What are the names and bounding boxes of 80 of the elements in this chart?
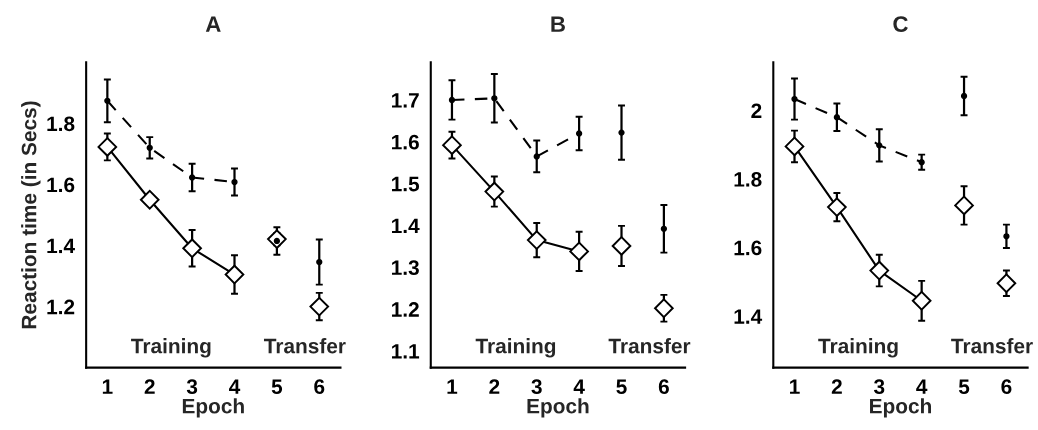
point <box>569 241 589 262</box>
x-tick-label: 4 <box>573 379 585 394</box>
annotation: Training <box>131 338 211 358</box>
x-tick-label: 6 <box>1001 379 1012 395</box>
point <box>316 258 323 266</box>
x-tick-label: 5 <box>271 379 283 395</box>
chart-title: B <box>551 16 565 32</box>
y-tick-label: 1.7 <box>392 93 419 108</box>
x-tick-label: 4 <box>229 379 241 394</box>
y-tick-label: 1.4 <box>734 309 763 324</box>
y-tick-label: 1.6 <box>734 240 762 256</box>
point <box>833 114 841 121</box>
x-tick-label: 6 <box>658 379 669 395</box>
y-tick-label: 1.4 <box>392 218 420 233</box>
point <box>1003 233 1010 240</box>
y-tick-label: 1.2 <box>47 299 75 315</box>
point <box>484 181 505 202</box>
point <box>309 296 330 317</box>
x-tick-label: 4 <box>916 379 928 394</box>
x-tick-label: 5 <box>958 379 970 395</box>
point <box>660 225 668 232</box>
x-tick-label: 2 <box>489 379 500 394</box>
point <box>442 135 462 155</box>
point <box>224 264 245 285</box>
point <box>869 260 890 281</box>
x-tick-label: 3 <box>873 379 885 395</box>
y-tick-label: 1.5 <box>392 176 420 192</box>
x-axis-title: Epoch <box>870 398 932 418</box>
x-axis-title: Epoch <box>527 398 589 418</box>
x-tick-label: 6 <box>314 379 325 395</box>
y-tick-label: 1.1 <box>392 344 420 359</box>
point <box>876 142 883 149</box>
point <box>954 195 974 216</box>
x-tick-label: 1 <box>447 379 458 394</box>
point <box>182 238 202 259</box>
y-tick-label: 1.6 <box>392 134 419 150</box>
x-axis-title: Epoch <box>182 398 244 418</box>
point <box>911 290 932 311</box>
point <box>918 159 925 166</box>
x-tick-label: 3 <box>186 379 198 395</box>
point <box>188 174 196 181</box>
annotation: Training <box>475 338 556 358</box>
x-tick-label: 5 <box>616 379 627 395</box>
point <box>491 95 498 102</box>
y-tick-label: 1.4 <box>47 238 75 254</box>
y-tick-label: 1.3 <box>392 260 419 276</box>
point <box>827 197 847 217</box>
point <box>526 230 547 250</box>
y-tick-label: 1.8 <box>47 116 75 132</box>
annotation: Transfer <box>263 338 346 354</box>
point <box>996 273 1017 294</box>
point <box>654 298 674 319</box>
point <box>575 130 583 137</box>
point <box>611 236 632 256</box>
chart-title: C <box>893 16 908 33</box>
annotation: Transfer <box>951 338 1033 354</box>
x-tick-label: 2 <box>144 379 155 394</box>
y-tick-label: 1.2 <box>392 302 419 317</box>
y-tick-label: 1.8 <box>734 171 762 187</box>
point <box>231 178 238 186</box>
point <box>448 96 456 104</box>
point <box>784 136 805 157</box>
point <box>104 97 111 104</box>
x-tick-label: 2 <box>831 379 842 394</box>
x-tick-label: 1 <box>790 379 800 394</box>
point <box>791 95 798 103</box>
annotation: Training <box>818 338 898 358</box>
y-axis-title: Reaction time (in Secs) <box>21 101 41 329</box>
point <box>97 137 118 157</box>
y-tick-label: 2 <box>751 103 762 118</box>
chart-title: A <box>205 16 221 32</box>
annotation: Transfer <box>608 338 691 354</box>
point <box>533 153 540 160</box>
x-tick-label: 1 <box>102 379 113 394</box>
y-tick-label: 1.6 <box>47 177 75 193</box>
x-tick-label: 3 <box>531 379 542 395</box>
point <box>618 129 625 136</box>
point <box>146 144 153 151</box>
point <box>960 92 968 100</box>
point <box>139 189 160 210</box>
